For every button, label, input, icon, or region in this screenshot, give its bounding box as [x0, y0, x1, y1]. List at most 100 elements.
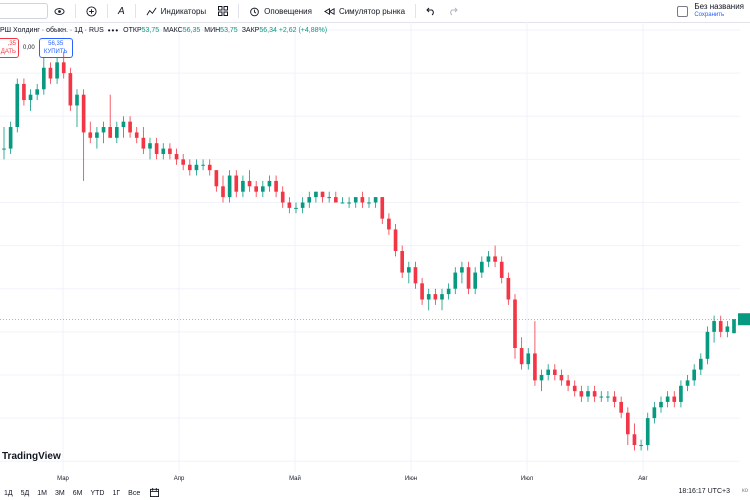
- candle-body: [606, 396, 610, 398]
- candle-body: [513, 299, 517, 349]
- candle-body: [121, 121, 126, 128]
- candle-body: [446, 288, 451, 295]
- range-button[interactable]: 3М: [55, 489, 65, 497]
- templates-button[interactable]: [212, 0, 234, 22]
- candle-body: [55, 62, 59, 79]
- redo-button[interactable]: [442, 0, 464, 22]
- candle-body: [725, 326, 730, 332]
- candle-body: [294, 207, 298, 209]
- layout-name[interactable]: Без названия Сохранить: [694, 2, 744, 20]
- time-range-bar: 1Д 5Д 1М 3М 6М YTD 1Г Все: [0, 486, 750, 500]
- candle-body: [360, 197, 365, 203]
- candle-body: [460, 267, 464, 273]
- candle-body: [161, 148, 166, 154]
- candle-body: [413, 267, 418, 284]
- replay-button[interactable]: Симулятор рынка: [318, 0, 411, 22]
- candle-body: [227, 175, 232, 198]
- range-button[interactable]: 1Г: [112, 489, 121, 497]
- candle-body: [718, 321, 723, 332]
- compare-button[interactable]: [80, 0, 103, 22]
- alerts-button[interactable]: Оповещения: [243, 0, 318, 22]
- range-button[interactable]: Все: [128, 489, 141, 497]
- utc-clock[interactable]: 18:16:17 UTC+3: [678, 488, 730, 495]
- candle-body: [552, 369, 557, 375]
- candle-body: [645, 418, 650, 446]
- symbol-legend: РШ Холдинг · обыкн. · 1Д · RUS ••• ОТКР5…: [0, 26, 327, 35]
- candle-body: [8, 127, 13, 149]
- candle-body: [88, 132, 93, 138]
- candle-body: [307, 197, 312, 203]
- candle-body: [168, 148, 172, 154]
- range-button[interactable]: 1М: [37, 489, 48, 497]
- candle-body: [187, 164, 192, 171]
- buy-button[interactable]: 56,35 КУПИТЬ: [38, 38, 73, 58]
- candle-body: [134, 132, 139, 138]
- range-button[interactable]: 6М: [72, 489, 83, 497]
- candle-body: [148, 143, 152, 149]
- candle-body: [201, 164, 205, 166]
- candle-body: [260, 186, 265, 192]
- sell-price: ,35: [7, 41, 16, 47]
- candle-body: [247, 180, 252, 187]
- candle-body: [625, 412, 630, 435]
- candle-body: [486, 256, 491, 262]
- candle-body: [95, 132, 99, 138]
- candle-body: [393, 229, 398, 251]
- undo-icon: [426, 6, 436, 16]
- price-tag: [738, 313, 750, 326]
- candle-body: [15, 83, 20, 128]
- sell-label: ДАТЬ: [0, 49, 16, 55]
- indicators-button[interactable]: Индикаторы: [140, 0, 212, 22]
- replay-label: Симулятор рынка: [338, 6, 406, 16]
- candle-body: [373, 197, 378, 203]
- candle-body: [479, 261, 484, 273]
- sell-button[interactable]: ,35 ДАТЬ: [0, 38, 19, 58]
- symbol-search-box[interactable]: [0, 3, 48, 19]
- candle-body: [48, 67, 53, 79]
- layout-checkbox[interactable]: [677, 5, 689, 17]
- candle-body: [400, 251, 405, 273]
- candle-body: [28, 94, 33, 101]
- more-dots-icon[interactable]: •••: [107, 26, 120, 35]
- candle-body: [519, 348, 524, 365]
- hide-button[interactable]: [48, 0, 71, 22]
- high-value: 56,35: [182, 27, 201, 34]
- x-tick-label: Май: [289, 475, 301, 482]
- candle-body: [632, 434, 637, 446]
- undo-button[interactable]: [420, 0, 442, 22]
- candle-body: [128, 121, 132, 133]
- candle-body: [61, 62, 66, 74]
- candle-body: [685, 380, 690, 386]
- range-button[interactable]: 1Д: [4, 489, 13, 497]
- range-button[interactable]: 5Д: [20, 489, 30, 497]
- grid-icon: [218, 6, 229, 16]
- high-label: МАКС: [163, 27, 183, 34]
- candle-body: [579, 391, 584, 397]
- save-link[interactable]: Сохранить: [694, 12, 725, 18]
- candle-body: [572, 385, 577, 392]
- candle-body: [420, 283, 424, 300]
- trade-buttons: ,35 ДАТЬ 0,00 56,35 КУПИТЬ: [0, 38, 73, 58]
- indicators-label: Индикаторы: [160, 6, 207, 16]
- font-a-icon: A: [118, 5, 125, 17]
- candle-body: [340, 202, 345, 204]
- open-value: 53,75: [141, 27, 160, 34]
- symbol-title[interactable]: РШ Холдинг · обыкн. · 1Д · RUS: [0, 27, 104, 34]
- candle-body: [499, 261, 504, 278]
- range-button[interactable]: YTD: [90, 489, 105, 497]
- price-chart[interactable]: Мар Апр Май Июн Июл Авг: [0, 22, 750, 486]
- candle-body: [194, 164, 199, 171]
- tradingview-logo: TradingView: [2, 451, 61, 462]
- calendar-icon[interactable]: [150, 487, 160, 499]
- layout-block: Без названия Сохранить: [677, 2, 744, 20]
- candle-body: [566, 380, 570, 386]
- indicators-icon: [146, 6, 157, 17]
- top-toolbar: A Индикаторы Оповещения Симулятор рынка: [0, 0, 750, 23]
- toolbar-divider: [238, 4, 240, 18]
- eye-icon: [54, 6, 65, 17]
- candle-body: [586, 391, 590, 397]
- open-label: ОТКР: [123, 27, 142, 34]
- candle-body: [539, 374, 544, 381]
- chart-type-button[interactable]: A: [112, 0, 131, 22]
- candle-body: [473, 272, 478, 289]
